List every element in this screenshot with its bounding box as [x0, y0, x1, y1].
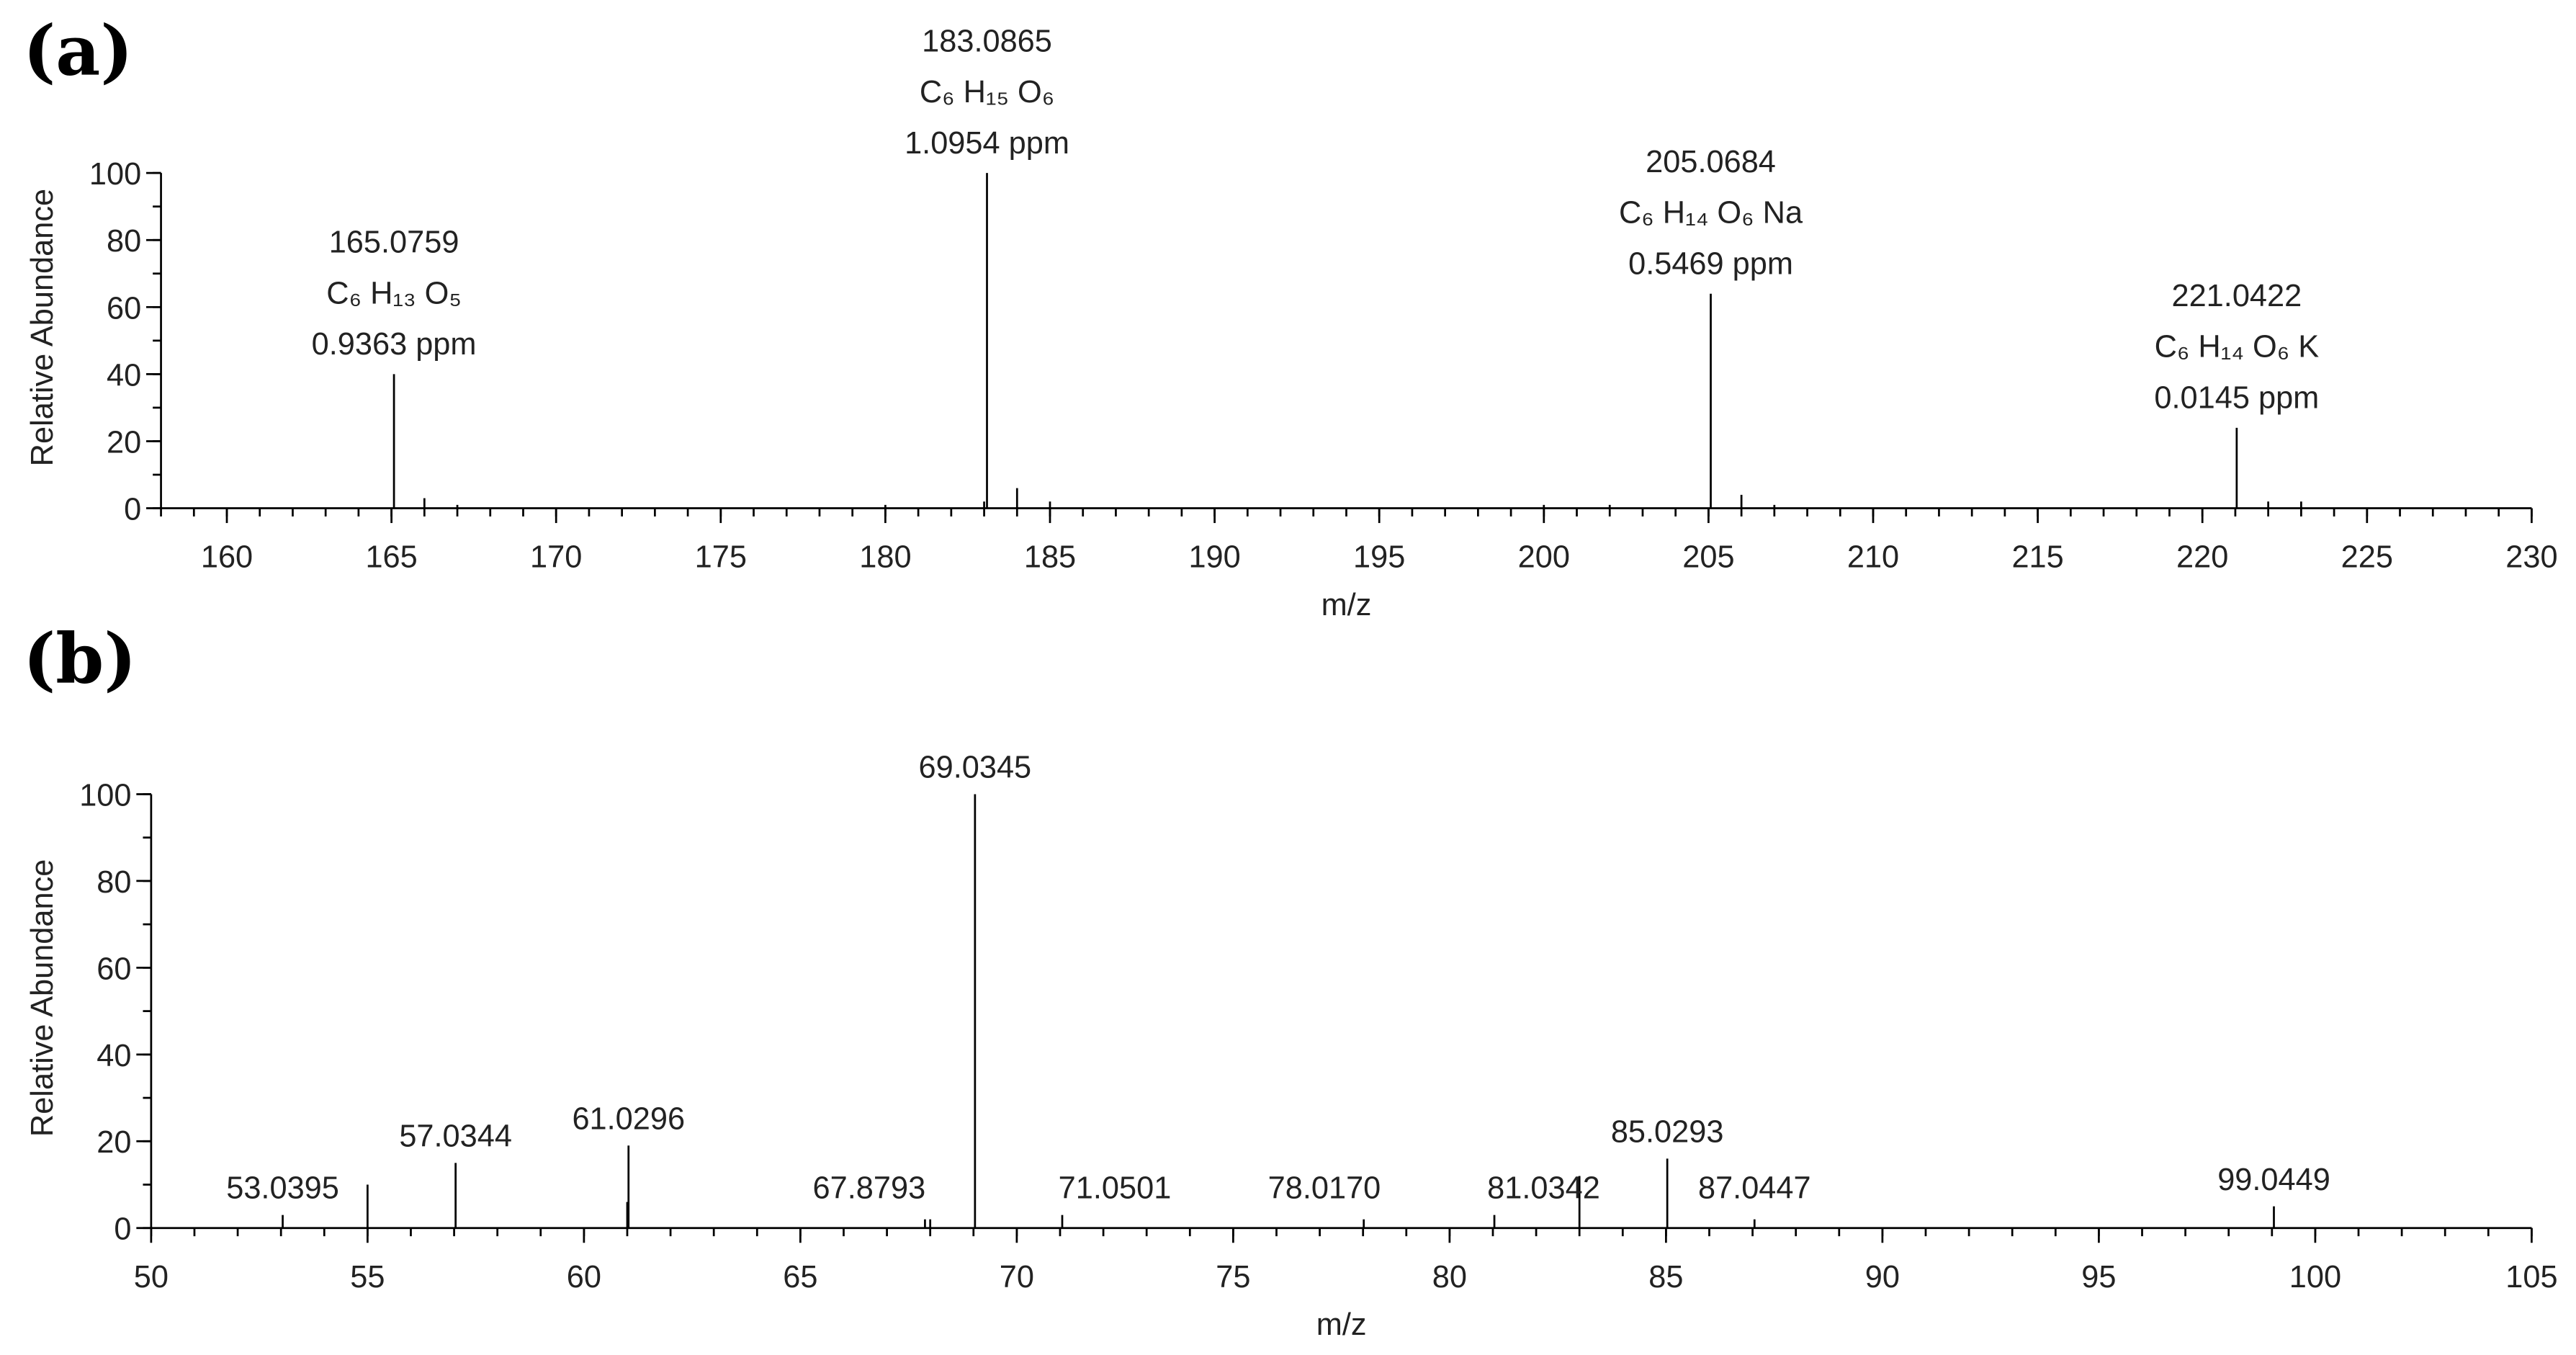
peak-mass-label: 81.0342	[1487, 1171, 1600, 1206]
peak-mass-label: 71.0501	[1059, 1171, 1172, 1206]
x-tick-label: 225	[2341, 540, 2393, 575]
y-axis-label: Relative Abundance	[25, 189, 60, 466]
peak-mass-label: 67.8793	[813, 1171, 926, 1206]
x-tick-label: 55	[350, 1260, 385, 1294]
peak-ppm: 0.5469 ppm	[1628, 246, 1793, 281]
x-tick-label: 165	[365, 540, 417, 575]
y-tick-label: 40	[107, 358, 141, 393]
y-tick-label: 100	[79, 778, 131, 813]
y-tick-label: 60	[97, 952, 131, 986]
peak-ppm: 0.9363 ppm	[312, 327, 477, 362]
panel-label: (b)	[23, 617, 137, 699]
y-tick-label: 80	[107, 224, 141, 259]
x-tick-label: 70	[1000, 1260, 1034, 1294]
x-axis-label: m/z	[1316, 1307, 1367, 1342]
y-tick-label: 40	[97, 1039, 131, 1073]
y-axis-label: Relative Abundance	[25, 859, 60, 1137]
y-tick-label: 100	[89, 157, 141, 192]
peak-mass-label: 53.0395	[226, 1171, 339, 1206]
peak-mass-label: 165.0759	[329, 225, 459, 260]
x-tick-label: 100	[2289, 1260, 2341, 1294]
x-tick-label: 170	[530, 540, 582, 575]
x-tick-label: 80	[1432, 1260, 1467, 1294]
x-tick-label: 190	[1188, 540, 1240, 575]
peak-mass-label: 205.0684	[1646, 145, 1776, 179]
x-tick-label: 160	[201, 540, 253, 575]
peak-mass-label: 87.0447	[1698, 1171, 1811, 1206]
x-tick-label: 230	[2505, 540, 2557, 575]
x-tick-label: 200	[1518, 540, 1570, 575]
x-tick-label: 90	[1865, 1260, 1900, 1294]
peak-mass-label: 85.0293	[1611, 1115, 1724, 1150]
x-tick-label: 195	[1353, 540, 1405, 575]
peak-ppm: 0.0145 ppm	[2154, 380, 2319, 415]
y-tick-label: 20	[107, 425, 141, 460]
x-tick-label: 175	[695, 540, 747, 575]
x-tick-label: 180	[859, 540, 911, 575]
panel-label: (a)	[23, 9, 133, 91]
x-tick-label: 60	[567, 1260, 601, 1294]
y-tick-label: 20	[97, 1125, 131, 1160]
peak-mass-label: 221.0422	[2171, 279, 2302, 313]
x-tick-label: 215	[2011, 540, 2063, 575]
y-tick-label: 60	[107, 291, 141, 326]
peak-mass-label: 183.0865	[922, 24, 1052, 58]
x-tick-label: 205	[1682, 540, 1734, 575]
peak-formula: C₆ H₁₃ O₅	[326, 276, 462, 310]
x-tick-label: 185	[1024, 540, 1076, 575]
x-tick-label: 220	[2176, 540, 2228, 575]
peak-formula: C₆ H₁₄ O₆ K	[2155, 330, 2320, 365]
x-tick-label: 85	[1648, 1260, 1683, 1294]
peak-mass-label: 61.0296	[572, 1101, 685, 1136]
x-axis-label: m/z	[1321, 588, 1372, 622]
x-tick-label: 210	[1847, 540, 1899, 575]
x-tick-label: 65	[783, 1260, 817, 1294]
peak-mass-label: 69.0345	[919, 751, 1032, 785]
peak-mass-label: 57.0344	[399, 1119, 512, 1154]
y-tick-label: 80	[97, 865, 131, 900]
peak-formula: C₆ H₁₄ O₆ Na	[1619, 196, 1803, 231]
peak-mass-label: 99.0449	[2217, 1163, 2330, 1197]
x-tick-label: 50	[134, 1260, 169, 1294]
x-tick-label: 95	[2081, 1260, 2116, 1294]
y-tick-label: 0	[114, 1212, 131, 1247]
peak-formula: C₆ H₁₅ O₆	[920, 75, 1054, 109]
peak-ppm: 1.0954 ppm	[905, 126, 1069, 161]
x-tick-label: 105	[2505, 1260, 2557, 1294]
peak-mass-label: 78.0170	[1268, 1171, 1381, 1206]
x-tick-label: 75	[1216, 1260, 1250, 1294]
y-tick-label: 0	[124, 493, 141, 527]
